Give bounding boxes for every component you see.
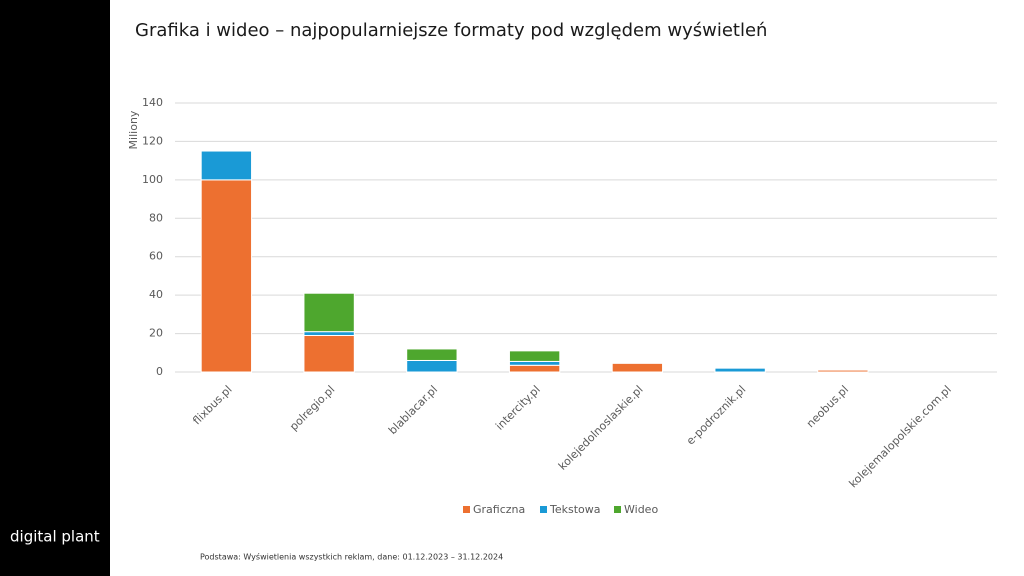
legend-label: Graficzna — [473, 503, 525, 516]
y-tick-label: 80 — [149, 211, 163, 224]
bar-segment — [508, 364, 561, 373]
bar-segment — [200, 150, 253, 181]
footnote: Podstawa: Wyświetlenia wszystkich reklam… — [200, 552, 503, 562]
bar-segment — [303, 334, 355, 373]
chart-title: Grafika i wideo – najpopularniejsze form… — [135, 20, 767, 41]
bar-segment — [406, 359, 458, 373]
bar-segment — [303, 292, 355, 333]
y-tick-label: 60 — [149, 250, 163, 263]
legend-swatch — [614, 506, 621, 513]
sidebar — [0, 0, 110, 576]
bar-segment — [611, 362, 664, 373]
y-tick-label: 20 — [149, 327, 163, 340]
legend-label: Wideo — [624, 503, 658, 516]
bar-segment — [714, 367, 766, 373]
y-tick-label: 40 — [149, 288, 163, 301]
y-axis-label: Miliony — [127, 110, 140, 149]
legend-swatch — [463, 506, 470, 513]
legend-swatch — [540, 506, 547, 513]
bar-segment — [406, 348, 458, 361]
y-tick-label: 140 — [142, 96, 163, 109]
bar-segment — [200, 179, 253, 373]
bar-segment — [303, 331, 355, 336]
bar-segment — [508, 360, 561, 366]
bar-segment — [508, 350, 561, 362]
y-tick-label: 100 — [142, 173, 163, 186]
y-tick-label: 120 — [142, 134, 163, 147]
legend-label: Tekstowa — [549, 503, 601, 516]
y-tick-label: 0 — [156, 365, 163, 378]
bar-segment — [817, 369, 869, 373]
brand: digital plant — [10, 528, 100, 546]
